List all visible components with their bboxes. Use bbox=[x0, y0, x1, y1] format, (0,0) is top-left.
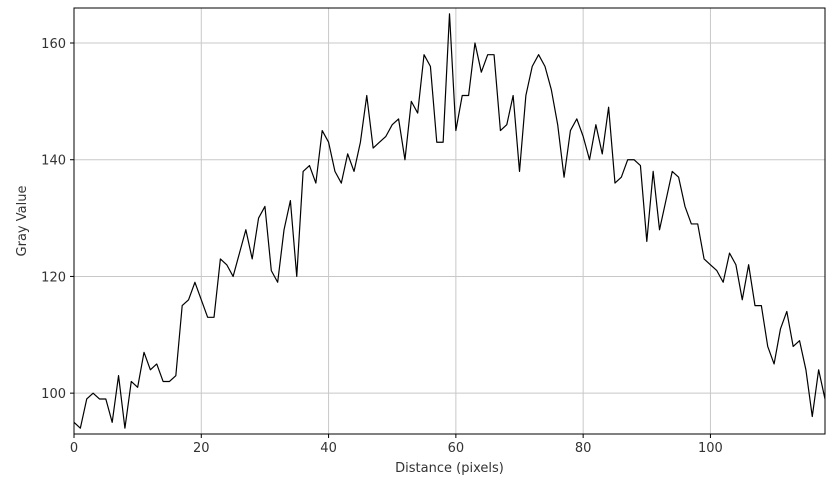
y-tick-label: 100 bbox=[41, 387, 66, 402]
y-tick-label: 120 bbox=[41, 270, 66, 285]
grid-lines bbox=[73, 8, 825, 434]
x-tick-label: 0 bbox=[70, 441, 78, 456]
plot-frame bbox=[73, 7, 826, 435]
y-tick-label: 160 bbox=[41, 37, 66, 52]
x-tick-label: 20 bbox=[193, 441, 210, 456]
y-axis-ticks: 100 120 140 160 bbox=[41, 37, 74, 402]
series-line bbox=[73, 13, 826, 429]
x-axis-ticks: 0 20 40 60 80 100 bbox=[70, 434, 723, 456]
y-axis-label: Gray Value bbox=[15, 186, 30, 257]
x-tick-label: 80 bbox=[575, 441, 592, 456]
x-tick-label: 60 bbox=[448, 441, 465, 456]
x-tick-label: 40 bbox=[320, 441, 337, 456]
y-tick-label: 140 bbox=[41, 154, 66, 169]
x-axis-label: Distance (pixels) bbox=[395, 461, 504, 476]
x-tick-label: 100 bbox=[698, 441, 723, 456]
